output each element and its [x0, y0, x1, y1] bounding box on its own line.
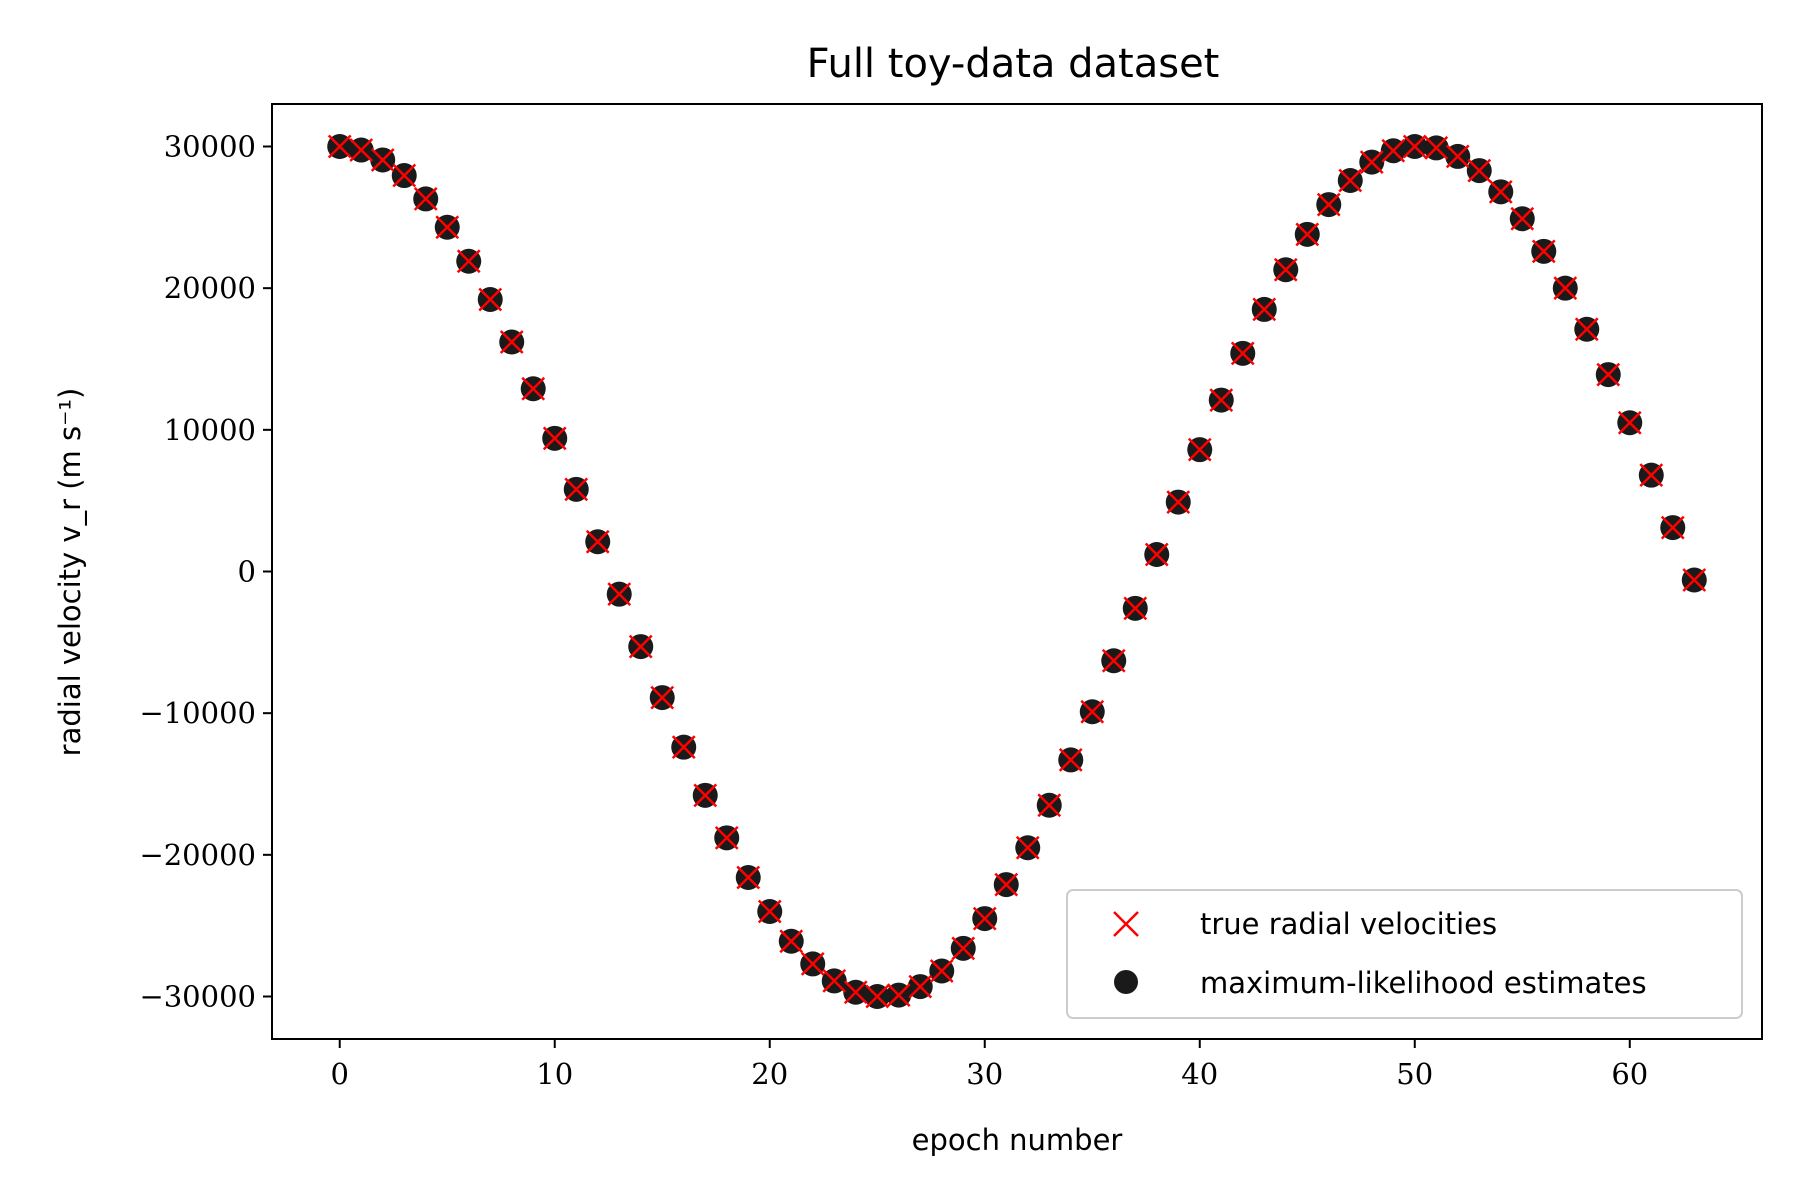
x-tick-label: 40: [1181, 1057, 1218, 1091]
data-point-true: [671, 735, 696, 760]
data-point-true: [1402, 134, 1427, 159]
legend-marker-circle: [1114, 970, 1138, 994]
y-axis-ticks: −30000 −20000 −10000 0 10000 20000 30000: [139, 130, 272, 1014]
y-axis-label: radial velocity v_r (m s⁻¹): [53, 388, 87, 757]
data-point-true: [349, 138, 374, 162]
y-tick-label: −20000: [139, 838, 256, 872]
data-point-true: [1123, 596, 1148, 621]
data-point-true: [843, 980, 868, 1005]
data-point-true: [1166, 490, 1191, 514]
data-point-true: [1381, 138, 1406, 163]
data-point-true: [1660, 515, 1685, 540]
x-tick-label: 50: [1396, 1057, 1433, 1091]
data-point-true: [1037, 793, 1062, 818]
data-point-true: [779, 929, 804, 954]
x-tick-label: 0: [331, 1057, 349, 1091]
data-point-true: [800, 952, 825, 976]
series-maximum-likelihood-estimates: [327, 134, 1707, 1009]
data-point-true: [1531, 239, 1556, 264]
data-point-true: [1058, 748, 1083, 772]
data-point-true: [736, 865, 761, 890]
data-point-true: [1338, 168, 1363, 193]
data-point-true: [1316, 192, 1341, 217]
data-point-true: [564, 477, 589, 502]
data-point-true: [1617, 410, 1642, 435]
data-point-true: [1015, 835, 1040, 860]
data-point-true: [714, 825, 739, 850]
legend-label-true-radial-velocities: true radial velocities: [1200, 907, 1497, 941]
data-point-true: [1596, 362, 1621, 387]
data-point-true: [585, 529, 610, 554]
data-point-true: [1230, 341, 1255, 366]
data-point-true: [327, 134, 352, 159]
legend-box: [1066, 889, 1743, 1019]
data-point-true: [370, 148, 395, 172]
legend: true radial velocities maximum-likelihoo…: [1066, 889, 1743, 1019]
data-point-true: [499, 330, 524, 354]
y-tick-label: 30000: [164, 130, 256, 164]
data-point-true: [929, 959, 954, 983]
series-true-radial-velocities: [327, 134, 1707, 1009]
data-point-true: [1273, 257, 1298, 282]
data-point-true: [1424, 136, 1449, 160]
x-tick-label: 60: [1611, 1057, 1648, 1091]
data-point-true: [994, 872, 1019, 897]
data-point-true: [886, 983, 911, 1007]
data-point-true: [908, 974, 933, 999]
data-point-true: [1639, 463, 1664, 488]
data-point-true: [1209, 388, 1234, 412]
data-point-true: [1101, 648, 1126, 673]
data-point-true: [1510, 206, 1535, 231]
x-tick-label: 20: [751, 1057, 788, 1091]
data-point-true: [1574, 317, 1599, 342]
data-point-true: [521, 376, 546, 401]
data-point-true: [1359, 150, 1384, 174]
data-point-true: [693, 783, 718, 808]
data-point-true: [1295, 222, 1320, 247]
x-axis-label: epoch number: [912, 1123, 1123, 1157]
legend-label-maximum-likelihood-estimates: maximum-likelihood estimates: [1200, 966, 1647, 1000]
x-tick-label: 30: [966, 1057, 1003, 1091]
data-point-true: [628, 634, 653, 659]
data-point-true: [865, 984, 890, 1009]
data-point-true: [1080, 699, 1105, 724]
data-point-true: [1187, 437, 1212, 462]
y-tick-label: −30000: [139, 980, 256, 1014]
data-point-true: [951, 936, 976, 961]
data-point-true: [456, 249, 481, 274]
data-point-true: [1553, 276, 1578, 301]
data-point-true: [413, 187, 438, 211]
data-point-true: [822, 969, 847, 993]
data-point-true: [435, 215, 460, 240]
data-point-true: [1488, 179, 1513, 204]
data-point-true: [1252, 297, 1277, 322]
data-point-true: [1682, 568, 1707, 592]
data-point-true: [392, 163, 417, 188]
y-tick-label: −10000: [139, 696, 256, 730]
data-point-true: [1445, 144, 1470, 169]
data-point-true: [972, 906, 997, 931]
y-tick-label: 0: [238, 555, 256, 589]
y-tick-label: 20000: [164, 271, 256, 305]
x-tick-label: 10: [536, 1057, 573, 1091]
data-point-true: [607, 582, 632, 607]
data-point-true: [650, 685, 675, 710]
data-point-true: [1144, 542, 1169, 567]
data-point-true: [478, 287, 503, 312]
data-point-true: [1467, 158, 1492, 183]
data-point-true: [542, 426, 567, 451]
y-tick-label: 10000: [164, 413, 256, 447]
chart-title: Full toy-data dataset: [807, 41, 1220, 87]
legend-marker-x: [1113, 911, 1139, 937]
x-axis-ticks: 0 10 20 30 40 50 60: [331, 1039, 1648, 1091]
data-point-true: [757, 899, 782, 924]
